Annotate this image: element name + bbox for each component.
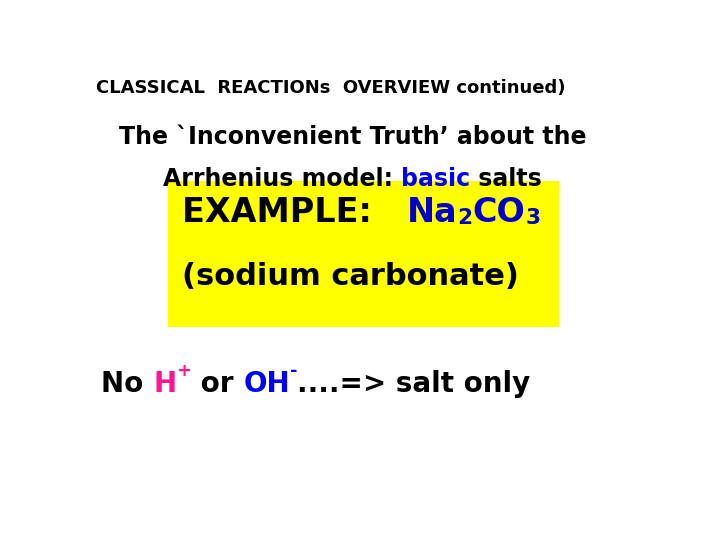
Text: basic: basic: [90, 481, 159, 504]
Text: Arrhenius model:: Arrhenius model:: [163, 167, 401, 191]
Text: Arrhenius model:: Arrhenius model:: [90, 481, 328, 504]
Text: No: No: [101, 370, 153, 399]
Text: 3: 3: [526, 208, 541, 228]
FancyBboxPatch shape: [168, 181, 559, 327]
Text: H: H: [153, 370, 176, 399]
Text: Arrhenius model: basic salts: Arrhenius model: basic salts: [163, 167, 542, 191]
Text: +: +: [176, 362, 192, 380]
Text: (sodium carbonate): (sodium carbonate): [182, 262, 519, 291]
Text: OH: OH: [243, 370, 290, 399]
Text: The `Inconvenient Truth’ about the: The `Inconvenient Truth’ about the: [119, 125, 586, 149]
Text: 2: 2: [457, 208, 472, 228]
Text: EXAMPLE:: EXAMPLE:: [182, 196, 407, 229]
Text: CLASSICAL  REACTIONs  OVERVIEW continued): CLASSICAL REACTIONs OVERVIEW continued): [96, 79, 565, 97]
Text: salts: salts: [470, 167, 542, 191]
Text: ....=> salt only: ....=> salt only: [297, 370, 531, 399]
Text: -: -: [290, 362, 297, 380]
Text: Na: Na: [407, 196, 457, 229]
Text: basic: basic: [401, 167, 470, 191]
Text: CO: CO: [472, 196, 526, 229]
Text: or: or: [192, 370, 243, 399]
